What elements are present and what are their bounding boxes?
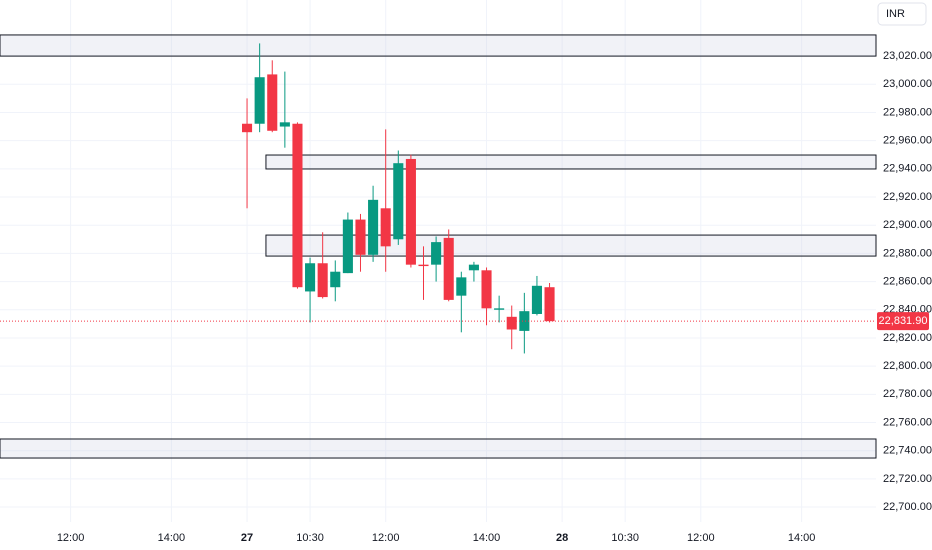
x-tick-label: 28 xyxy=(556,532,568,544)
zones xyxy=(0,34,877,459)
candle-body xyxy=(431,242,442,265)
y-tick-label: 22,700.00 xyxy=(883,501,932,513)
candle-body xyxy=(368,199,379,255)
candle-body xyxy=(456,277,467,296)
candle-body xyxy=(519,311,530,331)
zone xyxy=(0,34,877,57)
candles xyxy=(242,43,555,354)
candle-body xyxy=(342,219,353,274)
x-tick-label: 12:00 xyxy=(687,532,715,544)
last-price-box xyxy=(877,312,929,331)
x-tick-label: 10:30 xyxy=(611,532,639,544)
x-tick-label: 14:00 xyxy=(158,532,186,544)
last-price-label: 22,831.90 xyxy=(879,315,928,327)
zone xyxy=(265,234,877,257)
currency-label: INR xyxy=(886,8,905,20)
candle-body xyxy=(393,163,404,240)
zone xyxy=(265,154,877,170)
candle-body xyxy=(531,285,542,314)
candle-body xyxy=(506,316,517,330)
y-tick-label: 22,900.00 xyxy=(883,219,932,231)
y-tick-label: 22,720.00 xyxy=(883,473,932,485)
y-tick-label: 22,920.00 xyxy=(883,191,932,203)
x-tick-label: 12:00 xyxy=(57,532,85,544)
candle-body xyxy=(494,308,505,310)
zone xyxy=(0,438,877,459)
candle-body xyxy=(355,219,366,255)
y-tick-label: 22,800.00 xyxy=(883,360,932,372)
candle-body xyxy=(481,270,492,309)
y-tick-label: 22,860.00 xyxy=(883,275,932,287)
y-tick-label: 22,740.00 xyxy=(883,445,932,457)
candle-body xyxy=(317,263,328,298)
y-tick-label: 22,940.00 xyxy=(883,163,932,175)
candle-body xyxy=(380,208,391,247)
candle-body xyxy=(330,271,341,288)
currency-badge xyxy=(877,2,927,26)
candle-body xyxy=(544,287,555,322)
x-tick-label: 10:30 xyxy=(296,532,324,544)
candle-body xyxy=(267,74,278,131)
y-tick-label: 22,760.00 xyxy=(883,416,932,428)
x-tick-label: 27 xyxy=(241,532,253,544)
x-tick-label: 12:00 xyxy=(372,532,400,544)
candle-body xyxy=(405,158,416,265)
candle-body xyxy=(254,77,265,124)
y-tick-label: 22,880.00 xyxy=(883,247,932,259)
candle-body xyxy=(305,263,316,292)
x-tick-label: 14:00 xyxy=(473,532,501,544)
candle-body xyxy=(292,123,303,288)
candle-body xyxy=(242,123,253,133)
candle-body xyxy=(279,122,290,127)
y-tick-label: 23,020.00 xyxy=(883,50,932,62)
x-tick-label: 14:00 xyxy=(788,532,816,544)
y-tick-label: 22,960.00 xyxy=(883,135,932,147)
y-tick-label: 22,820.00 xyxy=(883,332,932,344)
y-tick-label: 23,000.00 xyxy=(883,78,932,90)
y-tick-label: 22,780.00 xyxy=(883,388,932,400)
y-tick-label: 22,980.00 xyxy=(883,106,932,118)
candle-body xyxy=(468,264,479,271)
candle-body xyxy=(418,264,429,267)
candle-body xyxy=(443,237,454,300)
